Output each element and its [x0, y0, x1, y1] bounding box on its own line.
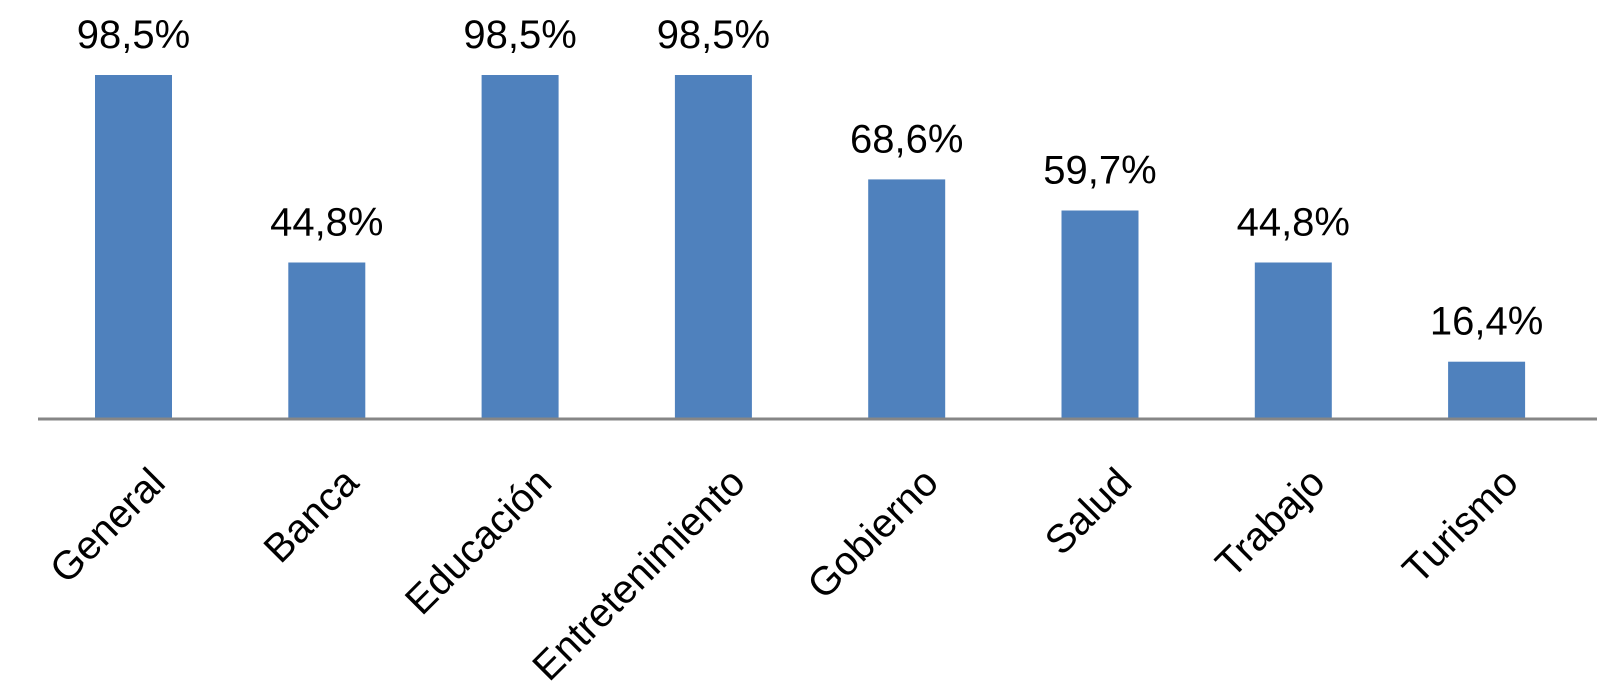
- category-label-3: Entretenimiento: [524, 460, 753, 689]
- category-label-5: Salud: [1037, 460, 1140, 563]
- bar-6: [1254, 262, 1332, 419]
- value-label-0: 98,5%: [77, 13, 190, 57]
- category-label-7: Turismo: [1395, 460, 1527, 592]
- value-label-5: 59,7%: [1043, 149, 1156, 193]
- category-label-2: Educación: [397, 460, 560, 623]
- bar-4: [868, 179, 946, 419]
- bar-0: [95, 75, 172, 419]
- value-label-7: 16,4%: [1430, 300, 1543, 344]
- category-label-6: Trabajo: [1207, 460, 1333, 586]
- bar-1: [288, 262, 366, 419]
- value-labels-group: 98,5% 44,8% 98,5% 98,5% 68,6% 59,7% 44,8% 16,4%: [77, 13, 1544, 344]
- category-label-4: Gobierno: [799, 460, 946, 607]
- bar-2: [481, 75, 559, 419]
- bar-3: [674, 75, 752, 419]
- value-label-4: 68,6%: [850, 117, 963, 161]
- value-label-6: 44,8%: [1237, 201, 1350, 245]
- category-label-1: Banca: [256, 460, 368, 572]
- bar-5: [1061, 210, 1139, 419]
- value-label-1: 44,8%: [270, 201, 383, 245]
- bar-7: [1448, 361, 1526, 419]
- value-label-3: 98,5%: [657, 13, 770, 57]
- bars-group: [95, 75, 1526, 419]
- category-label-0: General: [42, 460, 174, 592]
- value-label-2: 98,5%: [463, 13, 576, 57]
